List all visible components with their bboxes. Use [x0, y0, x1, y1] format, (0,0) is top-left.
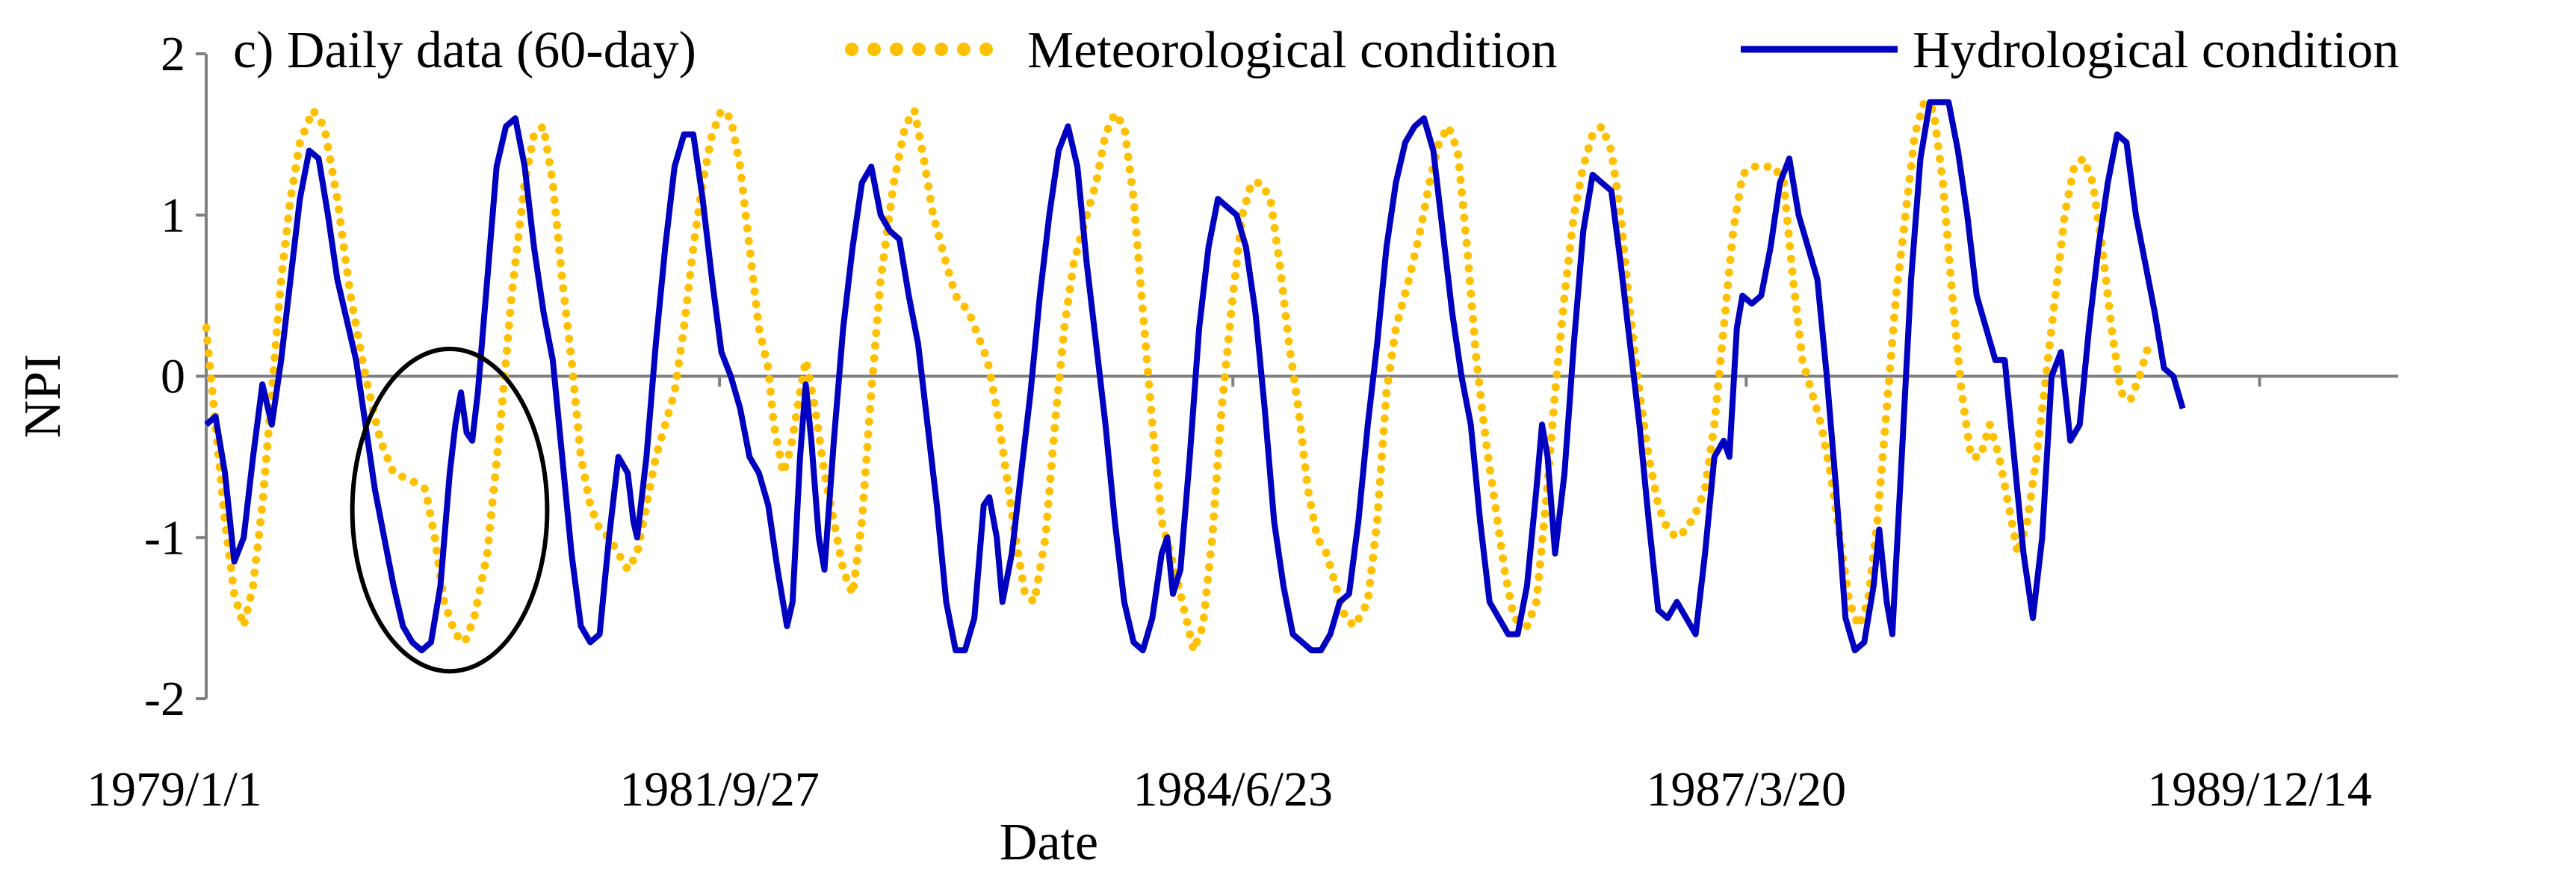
hydrological-line: [204, 99, 2186, 654]
series-meteorological: [202, 94, 2153, 664]
legend-label-meteorological: Meteorological condition: [1027, 22, 1558, 79]
chart-title: c) Daily data (60-day): [233, 22, 696, 79]
legend: c) Daily data (60-day) Meteorological co…: [233, 22, 2399, 79]
y-tick-label: 1: [161, 188, 185, 243]
axes: -2 -1 0 1 2 1979/1/1 1981/9/27 1984/6/23 1987/3…: [87, 27, 2398, 817]
y-tick-label: -2: [144, 672, 185, 726]
meteorological-line: [202, 94, 2153, 664]
x-tick-label: 1984/6/23: [1133, 762, 1333, 817]
y-tick-label: 0: [161, 350, 185, 404]
series-layer: [202, 94, 2186, 664]
y-axis-title: NPI: [14, 354, 72, 439]
series-hydrological: [204, 99, 2186, 654]
y-tick-label: 2: [161, 27, 185, 81]
x-axis-title: Date: [1000, 814, 1098, 871]
legend-label-hydrological: Hydrological condition: [1913, 22, 2399, 79]
y-tick-label: -1: [144, 510, 185, 565]
x-tick-label: 1989/12/14: [2147, 762, 2372, 817]
x-ticks: 1979/1/1 1981/9/27 1984/6/23 1987/3/20 1989/…: [87, 376, 2372, 817]
annotation-ellipse: [350, 346, 550, 674]
x-tick-label: 1987/3/20: [1646, 762, 1846, 817]
y-ticks: -2 -1 0 1 2: [144, 27, 206, 726]
x-tick-label: 1981/9/27: [619, 762, 820, 817]
x-tick-label: 1979/1/1: [87, 762, 262, 817]
